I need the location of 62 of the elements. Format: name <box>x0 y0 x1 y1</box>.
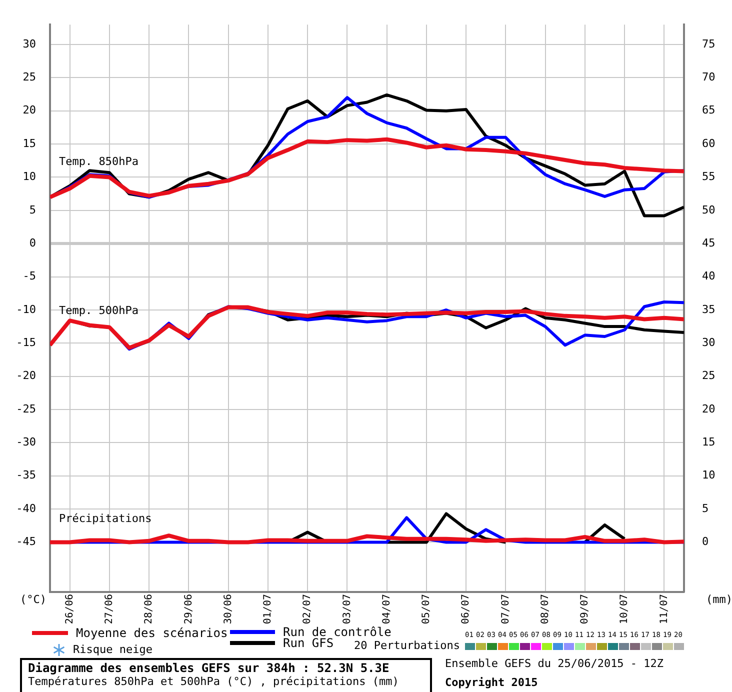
x-tick-label: 28/06 <box>144 594 155 624</box>
y2-axis-title: (mm) <box>706 592 732 606</box>
y-tick-label: -20 <box>16 369 36 382</box>
text: Diagramme des ensembles GEFS sur 384h : 52.3N 5.3E <box>28 661 390 675</box>
x-tick-label: 01/07 <box>262 594 274 624</box>
text: Ensemble GEFS du 25/06/2015 - 12Z <box>445 657 664 670</box>
y2-tick-label: 75 <box>702 37 716 50</box>
y-tick-label: -25 <box>16 402 36 416</box>
y-axis-title: (°C) <box>20 592 46 606</box>
x-tick-label: 03/07 <box>342 594 353 624</box>
y-tick-label: 5 <box>29 203 36 216</box>
x-tick-label: 26/06 <box>64 594 76 624</box>
y-tick-label: 10 <box>22 170 36 184</box>
y-tick-label: -30 <box>16 436 36 449</box>
annotation: Précipitations <box>59 512 152 525</box>
y-tick-label: -10 <box>16 302 36 316</box>
legend-label: Run de contrôle <box>283 625 392 639</box>
y2-tick-label: 35 <box>702 302 716 316</box>
y2-tick-label: 50 <box>702 203 716 216</box>
y-tick-label: 0 <box>29 236 36 250</box>
y2-tick-label: 0 <box>702 535 709 548</box>
y-tick-label: 15 <box>22 136 36 150</box>
x-tick-label: 08/07 <box>540 594 551 624</box>
y2-tick-label: 40 <box>702 270 716 283</box>
annotation: Temp. 850hPa <box>59 154 138 168</box>
y2-tick-label: 30 <box>702 336 716 349</box>
x-tick-label: 04/07 <box>381 594 392 624</box>
y2-tick-label: 5 <box>702 502 709 515</box>
x-tick-label: 06/07 <box>460 594 472 624</box>
y-tick-label: -35 <box>16 468 36 482</box>
annotation: Temp. 500hPa <box>59 304 138 318</box>
x-tick-label: 07/07 <box>500 594 512 624</box>
legend-label: Moyenne des scénarios <box>76 626 228 640</box>
x-tick-label: 27/06 <box>104 594 116 624</box>
y-tick-label: -45 <box>16 535 36 548</box>
legend-label: Run GFS <box>283 636 334 650</box>
y2-tick-label: 70 <box>702 70 716 84</box>
y2-tick-label: 20 <box>702 402 716 416</box>
y-tick-label: 20 <box>22 104 36 117</box>
text: Copyright 2015 <box>445 676 538 689</box>
x-tick-label: 09/07 <box>580 594 591 624</box>
y2-tick-label: 10 <box>702 468 716 482</box>
x-tick-label: 11/07 <box>658 594 670 624</box>
y2-tick-label: 60 <box>702 136 716 150</box>
y2-tick-label: 45 <box>702 236 716 250</box>
y-tick-label: -40 <box>16 502 36 515</box>
y2-tick-label: 65 <box>702 104 716 117</box>
y2-tick-label: 25 <box>702 369 716 382</box>
y-tick-label: -15 <box>16 336 36 349</box>
y-tick-label: -5 <box>22 270 36 283</box>
x-tick-label: 05/07 <box>421 594 432 624</box>
y2-tick-label: 15 <box>702 436 716 449</box>
text: Risque neige <box>73 643 152 656</box>
y-tick-label: 30 <box>22 37 36 50</box>
x-tick-label: 10/07 <box>619 594 630 624</box>
text: Températures 850hPa et 500hPa (°C) , précipitations (mm) <box>28 675 400 688</box>
y2-tick-label: 55 <box>702 170 716 184</box>
text: 20 Perturbations <box>354 639 460 652</box>
x-tick-label: 30/06 <box>222 594 234 624</box>
y-tick-label: 25 <box>22 70 36 84</box>
x-tick-label: 29/06 <box>183 594 194 624</box>
x-tick-label: 02/07 <box>302 594 314 624</box>
